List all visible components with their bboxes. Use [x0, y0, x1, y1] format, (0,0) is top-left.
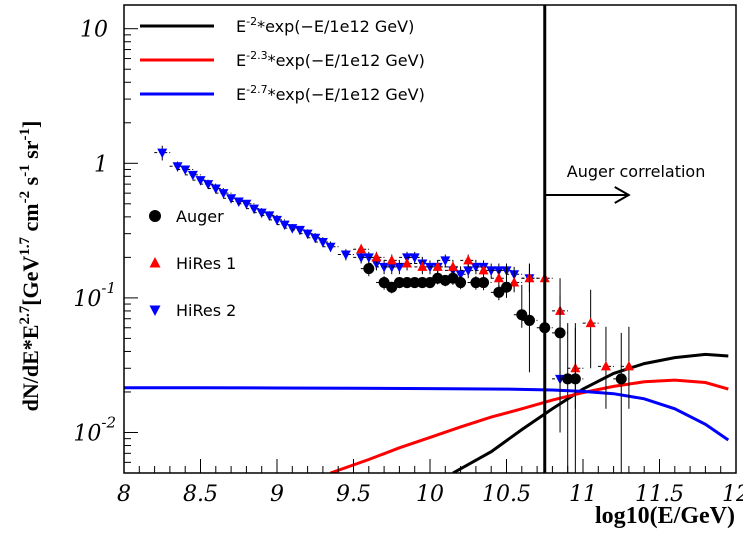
hires1-point — [417, 261, 428, 271]
auger-point — [523, 314, 535, 326]
hires2-point — [195, 176, 206, 186]
hires2-point — [256, 208, 267, 219]
auger-point — [615, 373, 627, 385]
hires2-point — [294, 225, 305, 236]
y-axis-label: dN/dE*E2.7[GeV1.7 cm-2 s-1 sr-1] — [17, 121, 43, 412]
y-tick-label: 10-2 — [73, 413, 116, 446]
axes: 8 8.5 9 9.5 10 10.5 11 11.5 12 10 1 10-1 10-2 — [73, 18, 743, 507]
data-points — [154, 145, 637, 473]
legend-marker — [149, 305, 161, 316]
x-tick-label: 9 — [270, 482, 284, 507]
legend-marker-label: HiRes 1 — [176, 254, 236, 273]
x-axis-label: log10(E/GeV) — [595, 503, 735, 529]
hires2-point — [310, 233, 321, 244]
hires2-point — [226, 194, 237, 204]
x-tick-label: 9.5 — [336, 482, 371, 507]
hires2-point — [470, 262, 481, 273]
auger-point — [455, 277, 467, 289]
hires1-point — [463, 254, 474, 265]
auger-point — [554, 327, 566, 339]
x-tick-label: 11 — [569, 482, 597, 507]
hires1-point — [623, 360, 634, 371]
auger-correlation-label: Auger correlation — [567, 162, 706, 181]
hires2-point — [486, 266, 497, 276]
hires2-point — [233, 197, 244, 208]
hires2-point — [210, 184, 221, 194]
auger-correlation-arrowhead — [614, 186, 631, 204]
hires1-point — [432, 261, 443, 271]
hires2-point — [340, 250, 351, 261]
legend-marker-label: HiRes 2 — [176, 301, 236, 320]
legend-marker — [149, 210, 161, 222]
y-tick-label: 10-1 — [73, 279, 116, 312]
model-curve-2 — [330, 378, 729, 473]
hires2-point — [325, 242, 336, 253]
hires1-point — [447, 261, 458, 271]
hires1-point — [478, 264, 489, 275]
auger-point — [569, 373, 581, 385]
legend-line-label: E-2.3*exp(−E/1e12 GeV) — [236, 49, 425, 70]
auger-point — [363, 263, 375, 275]
hires2-point — [379, 262, 390, 273]
x-tick-label: 10 — [416, 482, 444, 507]
hires2-point — [218, 189, 229, 199]
hires2-point — [463, 266, 474, 276]
hires2-point — [317, 238, 328, 248]
auger-point — [501, 281, 512, 293]
hires2-point — [394, 262, 405, 273]
hires2-point — [425, 262, 435, 273]
hires1-point — [356, 243, 367, 254]
hires2-point — [371, 259, 382, 270]
auger-point — [516, 309, 528, 321]
legend-line-label: E-2.7*exp(−E/1e12 GeV) — [236, 83, 425, 104]
auger-point — [478, 277, 490, 289]
hires2-point — [440, 256, 451, 266]
hires1-point — [371, 251, 382, 262]
hires2-point — [287, 224, 298, 234]
hires1-point — [386, 254, 397, 265]
hires2-point — [272, 215, 282, 226]
x-tick-label: 8 — [117, 482, 131, 507]
x-tick-label: 12 — [722, 482, 743, 507]
hires1-point — [509, 277, 520, 287]
x-tick-label: 8.5 — [183, 482, 218, 507]
hires2-point — [279, 220, 290, 231]
hires2-point — [249, 204, 260, 215]
x-tick-label: 11.5 — [635, 482, 684, 507]
hires2-point — [302, 229, 313, 240]
hires2-point — [386, 262, 397, 273]
hires2-point — [264, 211, 275, 221]
y-tick-label: 1 — [94, 152, 108, 177]
hires2-point — [409, 253, 420, 263]
auger-correlation-marker: Auger correlation — [543, 5, 706, 473]
hires2-point — [157, 148, 168, 159]
x-tick-label: 10.5 — [482, 482, 531, 507]
hires2-point — [363, 253, 374, 263]
hires2-point — [356, 253, 367, 263]
legend: E-2*exp(−E/1e12 GeV) E-2.3*exp(−E/1e12 Ge… — [140, 15, 425, 320]
hires2-point — [172, 162, 183, 172]
hires2-point — [187, 170, 198, 181]
hires1-point — [585, 317, 596, 328]
y-tick-label: 10 — [80, 18, 108, 43]
hires2-point — [241, 199, 252, 210]
hires1-point — [402, 258, 413, 268]
model-curves — [124, 352, 730, 473]
legend-marker-label: Auger — [176, 207, 224, 226]
hires1-point — [600, 360, 611, 371]
hires2-point — [455, 270, 466, 280]
model-curve-3 — [124, 386, 730, 442]
legend-line-label: E-2*exp(−E/1e12 GeV) — [236, 15, 414, 36]
hires2-point — [180, 165, 191, 175]
model-curve-1 — [452, 352, 729, 473]
hires1-point — [493, 272, 504, 283]
hires2-point — [203, 180, 214, 190]
legend-marker — [149, 257, 161, 268]
